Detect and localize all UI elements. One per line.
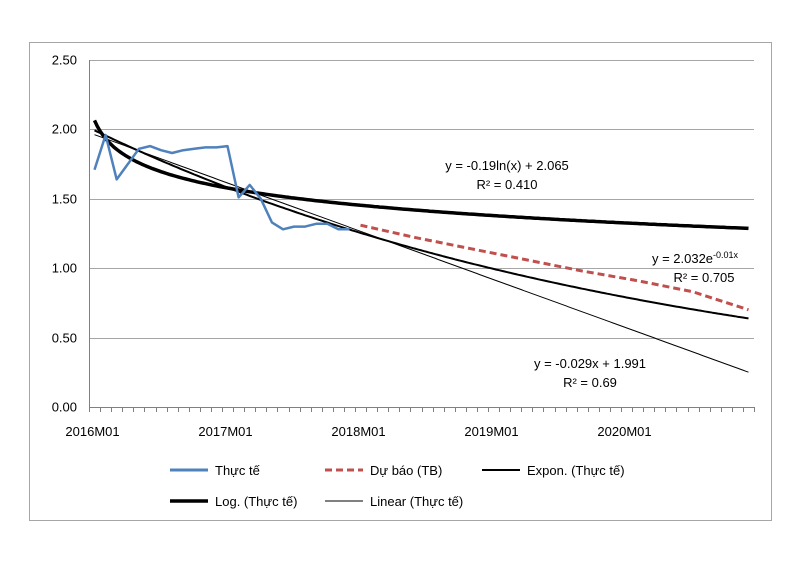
legend-label: Expon. (Thực tế) bbox=[527, 463, 625, 478]
y-tick-label: 1.00 bbox=[52, 261, 77, 276]
series-forecast-line bbox=[360, 223, 749, 312]
y-tick-label: 2.00 bbox=[52, 122, 77, 137]
legend-label: Dự báo (TB) bbox=[370, 463, 442, 478]
chart-area-border bbox=[29, 42, 772, 521]
trendline-exponential bbox=[94, 129, 749, 320]
legend: Thực tế Dự báo (TB) Expon. (Thực tế) Log. (… bbox=[170, 463, 625, 509]
x-tick-label: 2016M01 bbox=[65, 424, 119, 439]
y-tick-label: 2.50 bbox=[52, 53, 77, 68]
legend-label: Linear (Thực tế) bbox=[370, 494, 463, 509]
x-tick-label: 2019M01 bbox=[464, 424, 518, 439]
trend-r-squared: R² = 0.410 bbox=[476, 177, 537, 192]
y-tick-label: 1.50 bbox=[52, 192, 77, 207]
plot-area: 0.00 0.50 1.00 1.50 2.00 2.50 2016M01 2017M01 20… bbox=[52, 53, 755, 439]
x-tick-label: 2018M01 bbox=[331, 424, 385, 439]
trendline-logarithmic bbox=[92, 119, 749, 231]
x-tick-label: 2017M01 bbox=[198, 424, 252, 439]
trend-equation: y = -0.19ln(x) + 2.065 bbox=[445, 158, 569, 173]
legend-label: Log. (Thực tế) bbox=[215, 494, 297, 509]
equation-exponent: -0.01x bbox=[713, 250, 739, 260]
trendline-linear bbox=[94, 134, 749, 373]
y-tick-label: 0.50 bbox=[52, 331, 77, 346]
series-actual-line bbox=[93, 133, 350, 231]
y-tick-label: 0.00 bbox=[52, 400, 77, 415]
x-tick-label: 2020M01 bbox=[597, 424, 651, 439]
trend-r-squared: R² = 0.705 bbox=[673, 270, 734, 285]
legend-label: Thực tế bbox=[215, 463, 261, 478]
trend-r-squared: R² = 0.69 bbox=[563, 375, 617, 390]
trend-equation: y = -0.029x + 1.991 bbox=[534, 356, 646, 371]
